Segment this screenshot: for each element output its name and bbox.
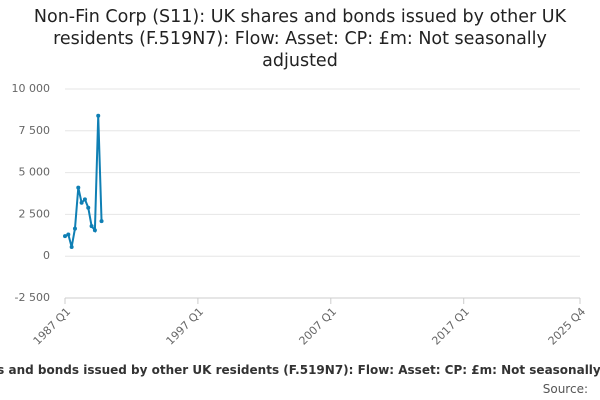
point xyxy=(79,200,84,205)
point xyxy=(99,219,104,224)
point xyxy=(69,245,74,250)
x-tick-label: 2007 Q1 xyxy=(297,305,340,348)
y-tick-label: -2 500 xyxy=(15,291,50,304)
point xyxy=(66,232,71,237)
source: Source: xyxy=(542,382,588,396)
point xyxy=(63,234,67,239)
line xyxy=(64,115,103,248)
point xyxy=(72,226,77,231)
y-tick-label: 5 000 xyxy=(19,166,51,179)
y-tick-label: 0 xyxy=(43,249,50,262)
x-tick-label: 1987 Q1 xyxy=(31,305,74,348)
x-tick-label: 1997 Q1 xyxy=(164,305,207,348)
point xyxy=(76,185,81,190)
x-tick-label: 2025 Q4 xyxy=(546,305,589,348)
point xyxy=(82,197,87,202)
x-axis-label-text: UK shares and bonds issued by other UK r… xyxy=(0,363,600,377)
y-tick-label: 7 500 xyxy=(19,124,51,137)
point xyxy=(89,224,94,229)
point xyxy=(92,228,97,233)
x-tick-label: 2017 Q1 xyxy=(429,305,472,348)
x-axis-label: UK shares and bonds issued by other UK r… xyxy=(0,363,600,377)
chart-title: Non-Fin Corp (S11): UK shares and bonds … xyxy=(33,7,567,71)
y-tick-label: 2 500 xyxy=(19,207,51,220)
y-tick-label: 10 000 xyxy=(12,82,51,95)
point xyxy=(96,113,101,118)
point xyxy=(86,205,91,210)
